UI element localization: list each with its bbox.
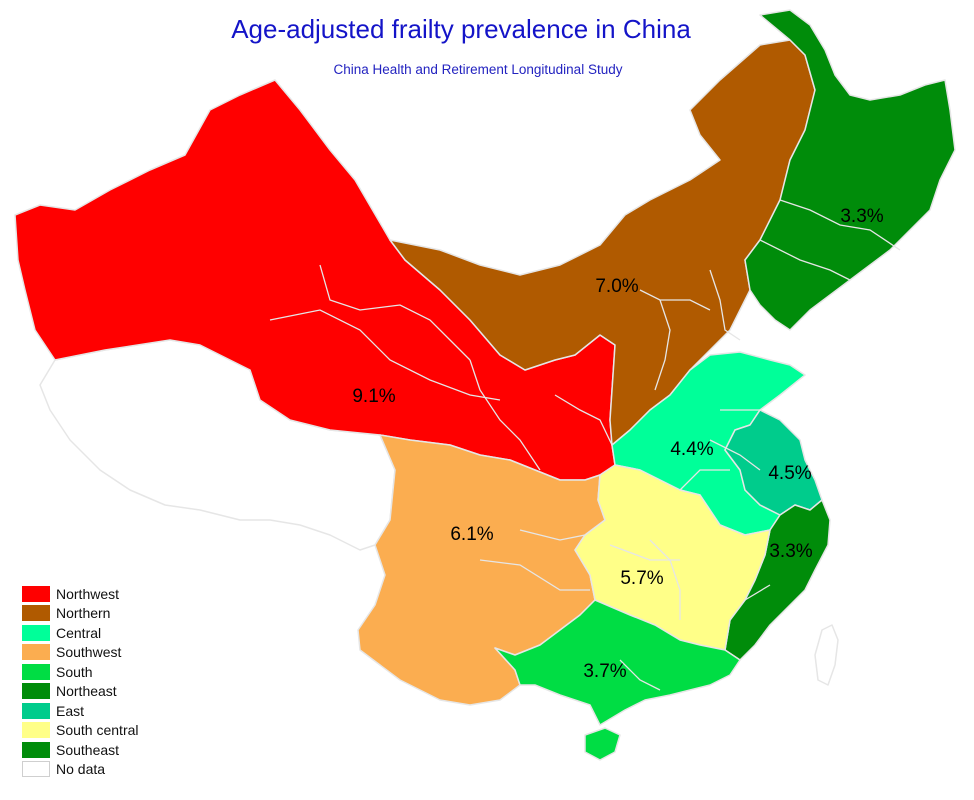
region-northeast	[744, 9, 956, 331]
legend-item: Southwest	[22, 643, 139, 663]
legend-swatch-no-data	[22, 761, 50, 778]
province-borders	[269, 199, 901, 691]
region-south-central	[574, 464, 771, 651]
legend-label: No data	[56, 761, 106, 778]
legend-item: No data	[22, 760, 139, 780]
region-hainan	[584, 727, 621, 761]
legend-label: South central	[56, 722, 139, 739]
legend-label: East	[56, 702, 85, 719]
map-legend: Northwest Northern Central Southwest Sou…	[22, 584, 139, 779]
value-label-northeast: 3.3%	[840, 206, 883, 227]
legend-label: Northwest	[56, 585, 120, 602]
value-label-south: 3.7%	[583, 661, 626, 682]
legend-label: Southeast	[56, 741, 120, 758]
legend-swatch-northern	[22, 605, 50, 622]
map-title: Age-adjusted frailty prevalence in China	[231, 14, 691, 44]
legend-label: Northern	[56, 605, 111, 622]
value-label-east: 4.5%	[768, 463, 811, 484]
value-label-northern: 7.0%	[595, 276, 638, 297]
legend-item: Central	[22, 623, 139, 643]
legend-swatch-northwest	[22, 585, 50, 602]
legend-item: Northern	[22, 604, 139, 624]
region-south	[494, 599, 741, 726]
value-label-southwest: 6.1%	[450, 524, 493, 545]
value-label-central: 4.4%	[670, 439, 713, 460]
legend-swatch-south	[22, 663, 50, 680]
legend-item: East	[22, 701, 139, 721]
legend-item: South	[22, 662, 139, 682]
legend-label: South	[56, 663, 93, 680]
value-label-southeast: 3.3%	[769, 541, 812, 562]
value-label-northwest: 9.1%	[352, 386, 395, 407]
legend-item: Northeast	[22, 682, 139, 702]
legend-label: Southwest	[56, 644, 122, 661]
legend-item: Southeast	[22, 740, 139, 760]
legend-swatch-southwest	[22, 644, 50, 661]
legend-label: Northeast	[56, 683, 117, 700]
map-subtitle: China Health and Retirement Longitudinal…	[333, 62, 623, 77]
value-label-south-central: 5.7%	[620, 568, 663, 589]
legend-label: Central	[56, 624, 102, 641]
legend-item: Northwest	[22, 584, 139, 604]
legend-swatch-northeast	[22, 683, 50, 700]
legend-swatch-east	[22, 702, 50, 719]
legend-swatch-southeast	[22, 741, 50, 758]
legend-item: South central	[22, 721, 139, 741]
legend-swatch-central	[22, 624, 50, 641]
legend-swatch-south-central	[22, 722, 50, 739]
region-taiwan-no-data	[814, 624, 839, 686]
